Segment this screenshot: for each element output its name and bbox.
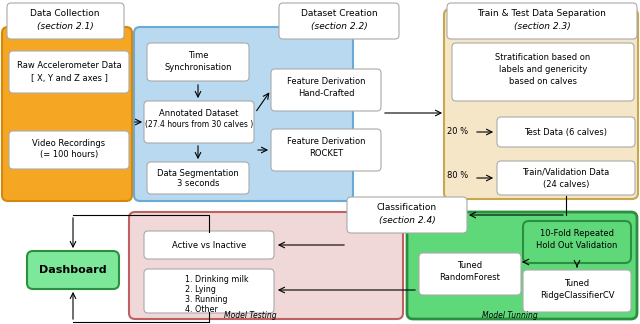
Text: Train/Validation Data: Train/Validation Data <box>522 168 610 177</box>
Text: Data Collection: Data Collection <box>30 9 100 18</box>
FancyBboxPatch shape <box>147 43 249 81</box>
FancyBboxPatch shape <box>447 3 637 39</box>
Text: 80 %: 80 % <box>447 171 468 180</box>
FancyBboxPatch shape <box>497 117 635 147</box>
Text: Tuned: Tuned <box>564 279 589 287</box>
FancyBboxPatch shape <box>497 161 635 195</box>
Text: (section 2.3): (section 2.3) <box>514 21 570 30</box>
FancyBboxPatch shape <box>279 3 399 39</box>
FancyBboxPatch shape <box>134 27 353 201</box>
Text: Model Tunning: Model Tunning <box>482 311 538 320</box>
Text: Hand-Crafted: Hand-Crafted <box>298 88 355 98</box>
Text: Hold Out Validation: Hold Out Validation <box>536 241 618 250</box>
Text: Tuned: Tuned <box>458 261 483 271</box>
FancyBboxPatch shape <box>129 212 403 319</box>
FancyBboxPatch shape <box>444 9 638 199</box>
FancyBboxPatch shape <box>407 212 637 319</box>
FancyBboxPatch shape <box>147 162 249 194</box>
FancyBboxPatch shape <box>9 51 129 93</box>
Text: Active vs Inactive: Active vs Inactive <box>172 240 246 249</box>
Text: Feature Derivation: Feature Derivation <box>287 136 365 145</box>
Text: Feature Derivation: Feature Derivation <box>287 76 365 86</box>
Text: Dataset Creation: Dataset Creation <box>301 9 378 18</box>
Text: RidgeClassifierCV: RidgeClassifierCV <box>540 291 614 299</box>
FancyBboxPatch shape <box>419 253 521 295</box>
FancyBboxPatch shape <box>7 3 124 39</box>
FancyBboxPatch shape <box>2 27 132 201</box>
Text: 20 %: 20 % <box>447 128 468 136</box>
Text: Test Data (6 calves): Test Data (6 calves) <box>525 128 607 136</box>
Text: 4. Other: 4. Other <box>185 305 218 314</box>
Text: (24 calves): (24 calves) <box>543 179 589 189</box>
Text: Raw Accelerometer Data: Raw Accelerometer Data <box>17 61 122 70</box>
Text: ROCKET: ROCKET <box>309 148 343 157</box>
FancyBboxPatch shape <box>27 251 119 289</box>
Text: based on calves: based on calves <box>509 76 577 86</box>
Text: Classification: Classification <box>377 203 437 213</box>
Text: Stratification based on: Stratification based on <box>495 52 591 62</box>
Text: Data Segmentation: Data Segmentation <box>157 168 239 178</box>
FancyBboxPatch shape <box>271 129 381 171</box>
Text: (27.4 hours from 30 calves ): (27.4 hours from 30 calves ) <box>145 121 253 130</box>
Text: (= 100 hours): (= 100 hours) <box>40 151 98 159</box>
Text: Synchronisation: Synchronisation <box>164 63 232 72</box>
FancyBboxPatch shape <box>271 69 381 111</box>
Text: 2. Lying: 2. Lying <box>185 284 216 294</box>
FancyBboxPatch shape <box>452 43 634 101</box>
Text: 3 seconds: 3 seconds <box>177 179 220 189</box>
Text: Time: Time <box>188 51 208 60</box>
Text: 3. Running: 3. Running <box>185 295 227 304</box>
Text: (section 2.2): (section 2.2) <box>310 21 367 30</box>
FancyBboxPatch shape <box>523 270 631 312</box>
Text: Video Recordings: Video Recordings <box>33 138 106 147</box>
FancyBboxPatch shape <box>144 101 254 143</box>
FancyBboxPatch shape <box>144 269 274 313</box>
Text: RandomForest: RandomForest <box>440 273 500 283</box>
Text: labels and genericity: labels and genericity <box>499 64 587 74</box>
Text: (section 2.1): (section 2.1) <box>36 21 93 30</box>
Text: Train & Test Data Separation: Train & Test Data Separation <box>477 9 607 18</box>
FancyBboxPatch shape <box>9 131 129 169</box>
Text: 10-Fold Repeated: 10-Fold Repeated <box>540 229 614 238</box>
FancyBboxPatch shape <box>144 231 274 259</box>
Text: [ X, Y and Z axes ]: [ X, Y and Z axes ] <box>31 74 108 83</box>
Text: 1. Drinking milk: 1. Drinking milk <box>185 274 248 284</box>
FancyBboxPatch shape <box>347 197 467 233</box>
Text: Annotated Dataset: Annotated Dataset <box>159 109 239 118</box>
Text: (section 2.4): (section 2.4) <box>379 215 435 225</box>
Text: Model Testing: Model Testing <box>224 311 276 320</box>
Text: Dashboard: Dashboard <box>39 265 107 275</box>
FancyBboxPatch shape <box>523 221 631 263</box>
